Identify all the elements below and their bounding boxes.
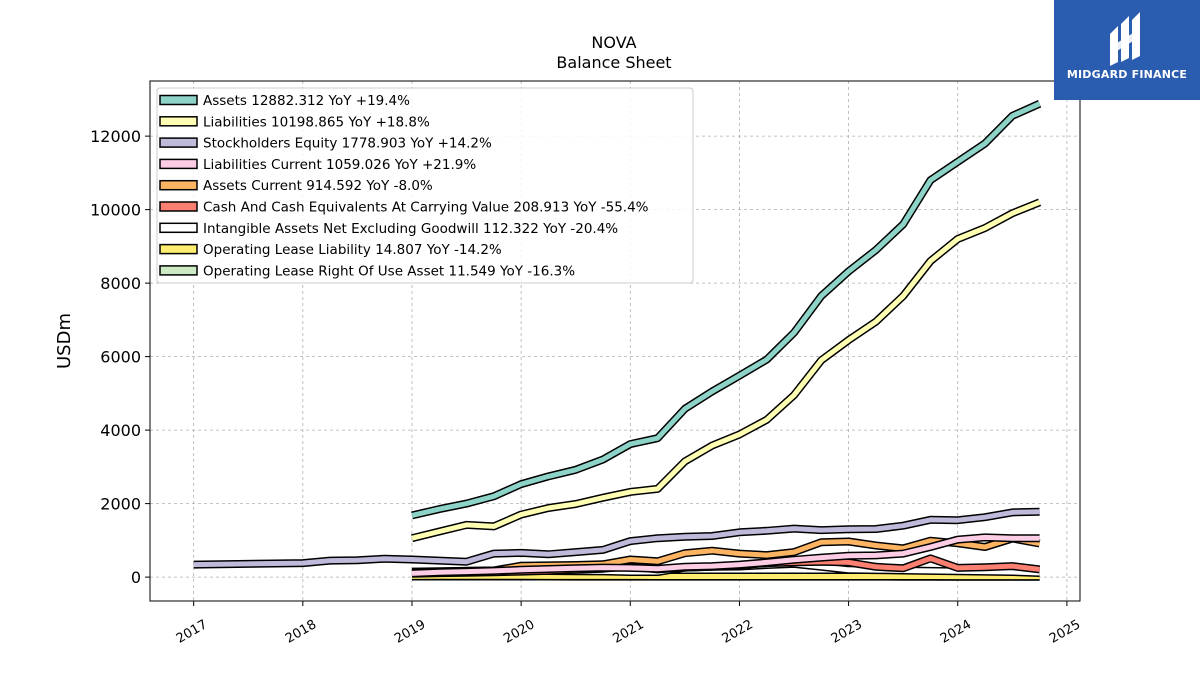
plot-frame (149, 80, 1081, 602)
legend-entry: Stockholders Equity 1778.903 YoY +14.2% (203, 136, 492, 152)
series-lines (193, 100, 1042, 581)
legend-swatch (159, 116, 198, 127)
y-tick-label: 6000 (100, 348, 141, 367)
legend-entry: Intangible Assets Net Excluding Goodwill… (203, 221, 618, 237)
series-line (411, 199, 1041, 541)
legend-swatch (159, 158, 198, 170)
chart-title: NOVA (591, 33, 636, 52)
brand-name: MIDGARD FINANCE (1066, 68, 1188, 81)
legend-swatch (159, 265, 198, 276)
y-tick-label: 4000 (100, 421, 141, 440)
y-axis-label: USDm (54, 313, 75, 369)
x-tick-label: 2018 (283, 617, 319, 647)
legend-entry: Liabilities 10198.865 YoY +18.8% (203, 114, 430, 130)
x-tick-label: 2022 (720, 617, 756, 647)
series-line-outline (193, 507, 1040, 569)
x-tick-label: 2023 (829, 617, 865, 647)
legend-swatch (159, 243, 198, 255)
series-line (411, 101, 1041, 518)
y-tick-label: 2000 (100, 495, 141, 514)
legend-entry: Operating Lease Liability 14.807 YoY -14… (203, 242, 502, 258)
chart-subtitle: Balance Sheet (556, 53, 671, 72)
legend-entry: Assets 12882.312 YoY +19.4% (203, 93, 410, 109)
legend-swatch (159, 137, 198, 148)
midgard-logo: MIDGARD FINANCE (1054, 0, 1200, 100)
legend-entry: Cash And Cash Equivalents At Carrying Va… (203, 200, 649, 216)
x-tick-label: 2021 (610, 617, 646, 647)
y-tick-label: 8000 (100, 274, 141, 293)
legend-entry: Operating Lease Right Of Use Asset 11.54… (203, 263, 575, 279)
legend-entry: Assets Current 914.592 YoY -8.0% (203, 178, 433, 194)
legend-box (156, 87, 694, 284)
y-tick-label: 10000 (90, 201, 141, 220)
series-line (193, 509, 1040, 568)
x-tick-label: 2025 (1047, 617, 1083, 647)
y-axis-ticks: 0 2000 4000 6000 8000 10000 12000 (90, 127, 150, 587)
y-tick-label: 0 (131, 568, 141, 587)
legend-entry: Liabilities Current 1059.026 YoY +21.9% (203, 157, 476, 173)
legend-swatch (159, 179, 198, 191)
x-tick-label: 2019 (392, 617, 428, 647)
x-tick-label: 2017 (174, 617, 210, 647)
series-line (411, 534, 1040, 576)
legend: Assets 12882.312 YoY +19.4% Liabilities 1… (156, 87, 694, 284)
legend-swatch (159, 94, 198, 106)
midgard-logo-icon (1110, 12, 1140, 66)
x-tick-label: 2020 (501, 617, 537, 647)
y-tick-label: 12000 (90, 127, 141, 146)
legend-swatch (159, 222, 198, 234)
legend-swatch (159, 201, 198, 212)
x-tick-label: 2024 (938, 617, 974, 647)
x-axis-ticks: 2017 2018 2019 2020 2021 2022 2023 2024 2025 (174, 601, 1083, 647)
